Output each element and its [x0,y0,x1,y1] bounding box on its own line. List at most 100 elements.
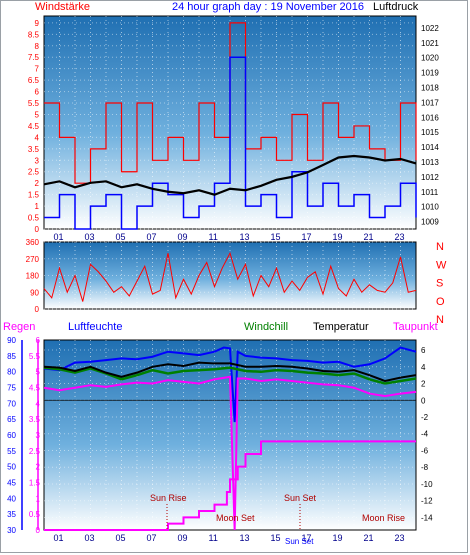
y-humidity-tick-label: 45 [7,479,16,488]
y-left-tick-label: 0.5 [28,214,40,223]
y-right-tick-label: 1012 [421,173,439,182]
y-right-tick-label: 1020 [421,54,439,63]
y-regen-tick-label: 2.5 [29,447,41,456]
y-humidity-tick-label: 70 [7,399,16,408]
y-left-tick-label: 2 [35,179,40,188]
y-right-tick-label: 1009 [421,218,439,227]
y-left-tick-label: 6 [35,88,40,97]
y-humidity-tick-label: 50 [7,463,16,472]
y-right-tick-label: 1022 [421,24,439,33]
wind-direction-line [43,251,417,302]
y-humidity-tick-label: 35 [7,510,16,519]
humidity-line [43,346,417,423]
legend-regen: Regen [3,321,35,333]
y-right-tick-label: -10 [421,480,433,489]
x-tick-label: 05 [116,533,126,543]
y-left-tick-label: 1 [35,202,40,211]
x-tick-label: 07 [147,232,157,242]
y-right-tick-label: 1010 [421,203,439,212]
bottom-overlay-sun-set: Sun Set [285,537,314,546]
x-tick-label: 17 [302,232,312,242]
y-regen-tick-label: 0.5 [29,510,41,519]
y-humidity-tick-label: 90 [7,336,16,345]
x-tick-label: 07 [147,533,157,543]
temperature-line [43,361,417,383]
y-right-tick-label: 1014 [421,143,439,152]
y-left-tick-label: 2.5 [28,168,40,177]
x-tick-label: 21 [364,533,374,543]
x-tick-label: 09 [178,533,188,543]
y-left-tick-label: 3 [35,156,40,165]
y-left-tick-label: 0 [35,305,40,314]
y-right-tick-label: 2 [421,380,426,389]
y-right-tick-label: 0 [421,396,426,405]
y-left-tick-label: 360 [26,238,40,247]
y-right-tick-label: 1011 [421,188,439,197]
y-regen-tick-label: 0 [36,526,41,535]
x-tick-label: 21 [364,232,374,242]
y-left-tick-label: 4.5 [28,122,40,131]
y-humidity-tick-label: 40 [7,494,16,503]
x-tick-label: 15 [271,232,281,242]
y-right-tick-label: 1019 [421,69,439,78]
y-left-tick-label: 8 [35,42,40,51]
x-tick-label: 15 [271,533,281,543]
wind-gust-line [44,22,417,184]
x-tick-label: 03 [85,232,95,242]
x-tick-label: 17 [302,533,312,543]
annotation-sun-set: Sun Set [284,493,317,503]
x-tick-label: 19 [333,533,343,543]
x-tick-label: 01 [54,232,64,242]
y-left-tick-label: 7.5 [28,53,40,62]
x-tick-label: 23 [395,232,405,242]
y-right-tick-label: 1016 [421,113,439,122]
annotation-moon-rise: Moon Rise [362,513,405,523]
y-right-tick-label: 4 [421,363,426,372]
header-right: Luftdruck [373,1,419,13]
legend-taupunkt: Taupunkt [393,321,438,333]
dewpoint-line [43,375,417,531]
y-humidity-tick-label: 75 [7,384,16,393]
y-humidity-tick-label: 80 [7,368,16,377]
y-left-tick-label: 7 [35,65,40,74]
compass-label: O [436,296,445,308]
y-left-tick-label: 270 [26,255,40,264]
rain-line [44,440,416,531]
annotation-moon-set: Moon Set [216,513,255,523]
x-tick-label: 03 [85,533,95,543]
y-left-tick-label: 3.5 [28,145,40,154]
y-regen-tick-label: 4.5 [29,384,41,393]
y-left-tick-label: 0 [35,225,40,234]
y-left-tick-label: 180 [26,272,40,281]
y-right-tick-label: -6 [421,446,429,455]
y-right-tick-label: 1015 [421,128,439,137]
y-left-tick-label: 8.5 [28,30,40,39]
y-right-tick-label: 1018 [421,83,439,92]
compass-label: S [436,278,443,290]
annotation-sun-rise: Sun Rise [150,493,187,503]
x-tick-label: 09 [178,232,188,242]
legend-windchill: Windchill [244,321,288,333]
legend-luftfeuchte: Luftfeuchte [68,321,122,333]
y-right-tick-label: -14 [421,513,433,522]
x-tick-label: 13 [240,232,250,242]
y-humidity-tick-label: 65 [7,415,16,424]
x-tick-label: 13 [240,533,250,543]
y-left-tick-label: 9 [35,19,40,28]
legend-temperatur: Temperatur [313,321,369,333]
y-regen-tick-label: 1.5 [29,479,41,488]
y-left-tick-label: 4 [35,133,40,142]
y-regen-tick-label: 3.5 [29,415,41,424]
y-right-tick-label: -12 [421,497,433,506]
x-tick-label: 23 [395,533,405,543]
wind-speed-line [44,56,417,230]
x-tick-label: 01 [54,533,64,543]
x-tick-label: 11 [209,232,218,242]
compass-label: N [436,314,444,326]
header-title: 24 hour graph day : 19 November 2016 [172,1,364,13]
x-tick-label: 05 [116,232,126,242]
header-left: Windstärke [35,1,90,13]
y-left-tick-label: 5 [35,110,40,119]
